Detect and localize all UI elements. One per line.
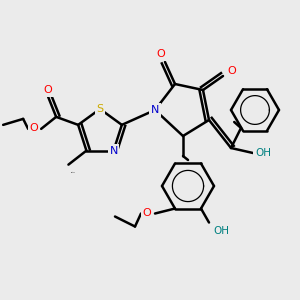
Text: methyl: methyl [70, 171, 75, 172]
Text: N: N [110, 146, 118, 156]
Text: OH: OH [255, 148, 271, 158]
Text: O: O [30, 123, 38, 133]
Text: N: N [151, 105, 159, 115]
Text: OH: OH [213, 226, 229, 236]
Text: O: O [228, 66, 236, 76]
Text: O: O [142, 208, 152, 218]
Text: O: O [157, 49, 165, 59]
Text: S: S [96, 104, 103, 114]
Text: O: O [44, 85, 52, 95]
